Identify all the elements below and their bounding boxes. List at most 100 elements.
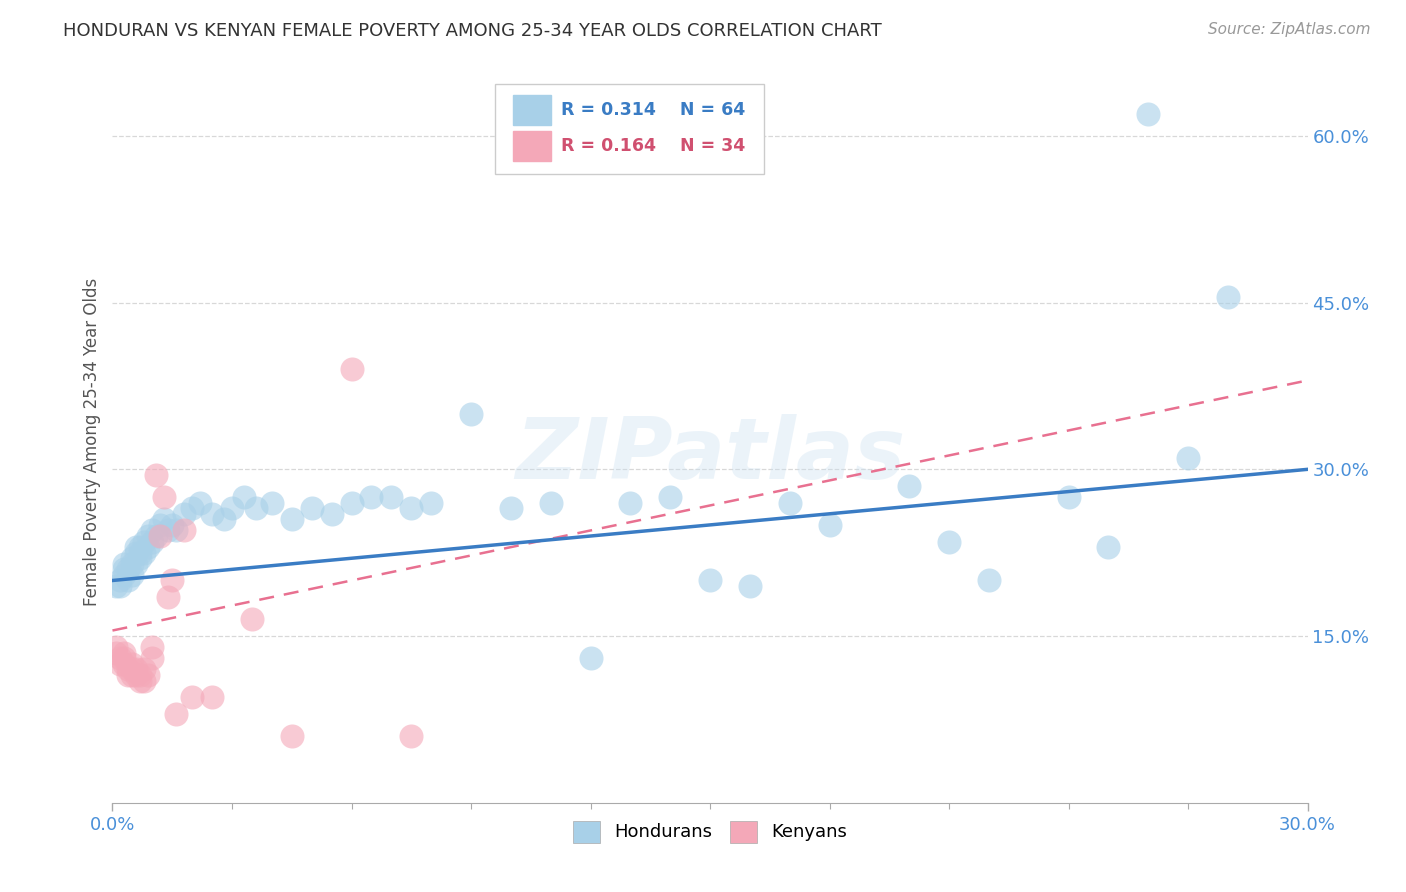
- Point: [1177, 451, 1199, 466]
- Point: [181, 501, 204, 516]
- Point: [221, 501, 243, 516]
- Point: [121, 568, 143, 582]
- Point: [460, 407, 482, 421]
- Point: [141, 640, 163, 655]
- Point: [240, 612, 263, 626]
- Point: [1057, 490, 1080, 504]
- Point: [145, 529, 167, 543]
- Point: [141, 534, 163, 549]
- Point: [173, 524, 195, 538]
- Point: [110, 657, 132, 671]
- Point: [129, 540, 152, 554]
- Point: [301, 501, 323, 516]
- Point: [281, 512, 304, 526]
- Point: [121, 668, 143, 682]
- Point: [114, 657, 135, 671]
- Point: [181, 690, 204, 705]
- Point: [938, 534, 960, 549]
- Point: [188, 496, 211, 510]
- Point: [138, 529, 160, 543]
- Point: [153, 512, 176, 526]
- Point: [117, 574, 139, 588]
- Point: [114, 651, 135, 665]
- Point: [129, 668, 152, 682]
- Point: [201, 507, 224, 521]
- Point: [401, 501, 423, 516]
- Point: [134, 673, 156, 688]
- Point: [699, 574, 721, 588]
- Point: [340, 362, 363, 376]
- Point: [245, 501, 267, 516]
- Text: HONDURAN VS KENYAN FEMALE POVERTY AMONG 25-34 YEAR OLDS CORRELATION CHART: HONDURAN VS KENYAN FEMALE POVERTY AMONG …: [63, 22, 882, 40]
- Point: [114, 562, 135, 576]
- Point: [129, 546, 152, 560]
- Point: [117, 668, 139, 682]
- Point: [1137, 106, 1160, 120]
- Point: [125, 546, 148, 560]
- Point: [281, 729, 304, 743]
- Point: [619, 496, 641, 510]
- Point: [340, 496, 363, 510]
- Point: [212, 512, 235, 526]
- Point: [105, 640, 128, 655]
- Point: [898, 479, 921, 493]
- Point: [149, 517, 172, 532]
- Text: ZIPatlas: ZIPatlas: [515, 415, 905, 498]
- Point: [134, 546, 156, 560]
- Point: [117, 662, 139, 676]
- Point: [105, 579, 128, 593]
- Point: [134, 534, 156, 549]
- Point: [579, 651, 602, 665]
- Text: Source: ZipAtlas.com: Source: ZipAtlas.com: [1208, 22, 1371, 37]
- Point: [201, 690, 224, 705]
- Point: [141, 524, 163, 538]
- Point: [110, 574, 132, 588]
- Legend: Hondurans, Kenyans: Hondurans, Kenyans: [564, 812, 856, 852]
- Point: [540, 496, 562, 510]
- Point: [162, 574, 183, 588]
- Point: [157, 524, 180, 538]
- Text: R = 0.164    N = 34: R = 0.164 N = 34: [561, 137, 745, 155]
- Point: [110, 651, 132, 665]
- Point: [165, 524, 187, 538]
- Point: [321, 507, 343, 521]
- Point: [380, 490, 402, 504]
- Point: [659, 490, 682, 504]
- Point: [165, 706, 187, 721]
- FancyBboxPatch shape: [513, 131, 551, 161]
- Point: [121, 657, 143, 671]
- Point: [141, 651, 163, 665]
- Point: [420, 496, 443, 510]
- Point: [134, 662, 156, 676]
- FancyBboxPatch shape: [495, 84, 763, 174]
- Point: [1097, 540, 1119, 554]
- Point: [129, 551, 152, 566]
- Point: [233, 490, 256, 504]
- Point: [138, 540, 160, 554]
- Point: [1216, 290, 1239, 304]
- Point: [738, 579, 761, 593]
- Point: [121, 551, 143, 566]
- Point: [149, 529, 172, 543]
- Point: [121, 662, 143, 676]
- FancyBboxPatch shape: [513, 95, 551, 125]
- Point: [125, 668, 148, 682]
- Point: [114, 646, 135, 660]
- Point: [114, 568, 135, 582]
- Point: [105, 646, 128, 660]
- Point: [117, 562, 139, 576]
- Point: [779, 496, 801, 510]
- Point: [125, 662, 148, 676]
- Y-axis label: Female Poverty Among 25-34 Year Olds: Female Poverty Among 25-34 Year Olds: [83, 277, 101, 606]
- Point: [499, 501, 522, 516]
- Point: [977, 574, 1000, 588]
- Point: [173, 507, 195, 521]
- Point: [125, 540, 148, 554]
- Point: [260, 496, 283, 510]
- Point: [157, 590, 180, 604]
- Point: [129, 673, 152, 688]
- Point: [138, 668, 160, 682]
- Point: [110, 579, 132, 593]
- Point: [818, 517, 841, 532]
- Point: [162, 517, 183, 532]
